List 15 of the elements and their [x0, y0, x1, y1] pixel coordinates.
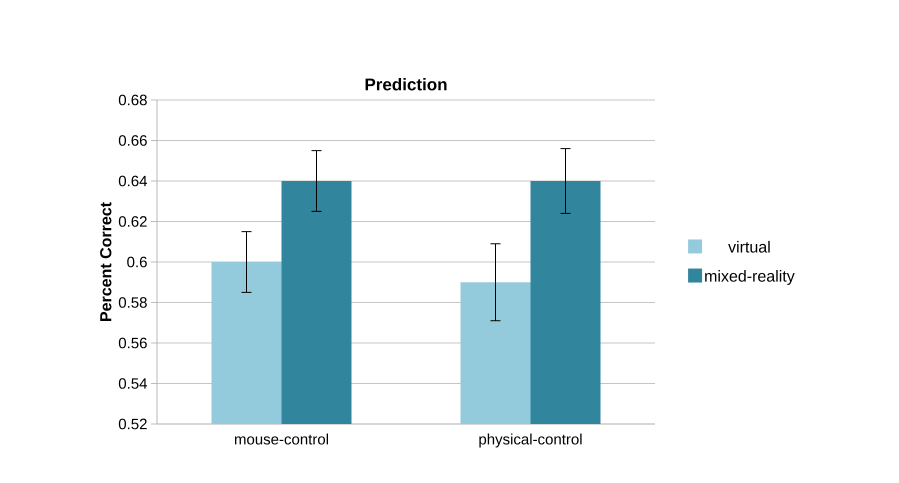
y-tick-label: 0.52: [118, 418, 147, 430]
y-tick-label: 0.54: [118, 378, 148, 389]
legend-label: mixed-reality: [705, 270, 795, 285]
y-tick-label: 0.56: [118, 338, 147, 348]
y-tick-label: 0.6: [127, 256, 147, 268]
y-tick-label: 0.62: [118, 216, 147, 227]
y-tick-label: 0.64: [118, 176, 148, 186]
x-tick-label: mouse-control: [234, 434, 328, 445]
y-tick-label: 0.58: [118, 297, 147, 308]
y-axis-title: Percent Correct: [100, 202, 112, 321]
legend-label: virtual: [728, 240, 770, 253]
y-tick-label: 0.66: [118, 135, 147, 146]
chart-title: Prediction: [366, 78, 447, 90]
x-tick-label: physical-control: [479, 434, 582, 448]
y-tick-label: 0.68: [118, 94, 147, 106]
